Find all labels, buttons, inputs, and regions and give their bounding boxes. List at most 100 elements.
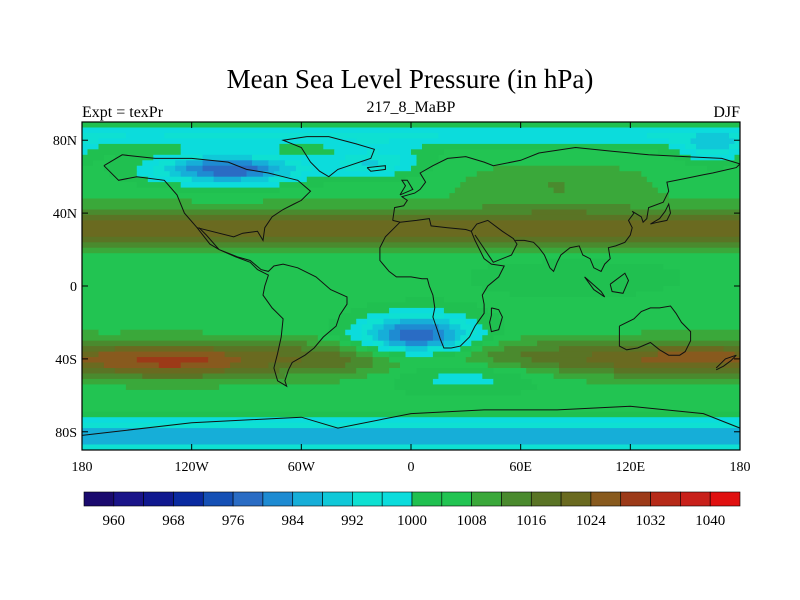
field-cell-80 [202, 165, 258, 172]
field-cell-73 [82, 165, 105, 172]
field-cell-310 [657, 351, 736, 358]
field-cell-255 [471, 335, 483, 342]
x-tick-label-6: 180 [730, 460, 751, 475]
pressure-field [82, 122, 740, 450]
field-cell-124 [82, 182, 138, 189]
field-cell-301 [372, 351, 390, 358]
field-cell-148 [630, 204, 740, 211]
field-cell-40 [103, 154, 116, 161]
field-cell-32 [378, 149, 412, 156]
field-cell-83 [279, 165, 297, 172]
field-cell-285 [405, 346, 428, 353]
field-cell-2 [82, 132, 127, 139]
field-cell-361 [339, 378, 396, 385]
x-tick-label-3: 0 [408, 460, 415, 475]
field-cell-19 [279, 143, 324, 150]
field-cell-95 [109, 171, 138, 178]
field-cell-265 [383, 340, 390, 347]
field-cell-254 [460, 335, 472, 342]
subtitle-center: 217_8_MaBP [367, 99, 456, 116]
field-cell-307 [487, 351, 522, 358]
x-tick-label-4: 60E [509, 460, 532, 475]
field-cell-172 [82, 280, 472, 287]
coastline-13 [366, 165, 386, 172]
field-cell-195 [389, 313, 445, 320]
field-cell-381 [82, 428, 740, 435]
field-cell-99 [180, 171, 198, 178]
field-cell-296 [98, 351, 226, 358]
field-cell-186 [476, 302, 740, 309]
field-cell-150 [531, 209, 587, 216]
field-cell-164 [487, 264, 664, 271]
field-cell-177 [663, 286, 740, 293]
field-cell-341 [279, 368, 357, 375]
field-cell-233 [400, 329, 434, 336]
field-cell-258 [520, 335, 740, 342]
field-cell-108 [422, 171, 478, 178]
subtitle-left: Expt = texPr [82, 104, 164, 121]
field-cell-130 [548, 182, 566, 189]
field-cell-62 [252, 160, 269, 167]
colorbar-label-7: 1016 [516, 513, 547, 529]
field-cell-85 [312, 165, 346, 172]
colorbar-box-14 [501, 491, 532, 507]
field-cell-366 [586, 378, 740, 385]
field-cell-309 [592, 351, 659, 358]
field-cell-105 [290, 171, 302, 178]
field-cell-281 [356, 346, 368, 353]
field-cell-318 [372, 357, 390, 364]
colorbar-box-16 [560, 491, 592, 507]
field-cell-169 [82, 275, 472, 282]
field-cell-379 [82, 417, 740, 424]
field-cell-380 [82, 422, 740, 429]
field-cell-305 [454, 351, 472, 358]
field-cell-189 [389, 307, 445, 314]
field-cell-156 [82, 236, 740, 243]
field-cell-251 [432, 335, 445, 342]
field-cell-350 [142, 373, 204, 380]
field-cell-376 [82, 400, 740, 407]
colorbar-box-18 [620, 491, 651, 507]
colorbar-box-6 [262, 491, 294, 507]
colorbar-box-9 [352, 491, 383, 507]
coastlines [82, 136, 740, 436]
field-cell-47 [345, 154, 401, 161]
field-cell-181 [82, 296, 407, 303]
subtitle-right: DJF [713, 104, 740, 121]
field-cell-112 [120, 176, 149, 183]
field-cell-22 [668, 143, 686, 150]
field-cell-245 [350, 335, 363, 342]
y-tick-label-4: 80S [55, 426, 77, 441]
field-cell-117 [241, 176, 269, 183]
field-cell-215 [383, 324, 396, 331]
field-cell-239 [487, 329, 505, 336]
field-cell-146 [82, 204, 483, 211]
field-cell-50 [438, 154, 675, 161]
field-cell-291 [504, 346, 560, 353]
field-cell-96 [136, 171, 154, 178]
field-cell-369 [219, 384, 396, 391]
field-cell-355 [438, 373, 483, 380]
field-cell-353 [367, 373, 401, 380]
field-cell-182 [405, 296, 445, 303]
field-cell-323 [586, 357, 642, 364]
field-cell-326 [103, 362, 160, 369]
field-cell-364 [493, 378, 533, 385]
field-cell-183 [443, 296, 740, 303]
field-cell-269 [443, 340, 456, 347]
field-cell-220 [471, 324, 483, 331]
x-tick-label-2: 60W [288, 460, 316, 475]
field-cell-14 [690, 138, 736, 145]
field-cell-168 [679, 269, 740, 276]
field-cell-247 [372, 335, 379, 342]
field-cell-10 [98, 138, 357, 145]
field-cell-372 [82, 389, 407, 396]
colorbar-label-4: 992 [341, 513, 364, 529]
field-cell-86 [345, 165, 396, 172]
field-cell-227 [328, 329, 346, 336]
field-cell-94 [82, 171, 110, 178]
field-cell-54 [82, 160, 94, 167]
field-cell-344 [416, 368, 494, 375]
field-cell-69 [400, 160, 417, 167]
field-cell-317 [350, 357, 374, 364]
